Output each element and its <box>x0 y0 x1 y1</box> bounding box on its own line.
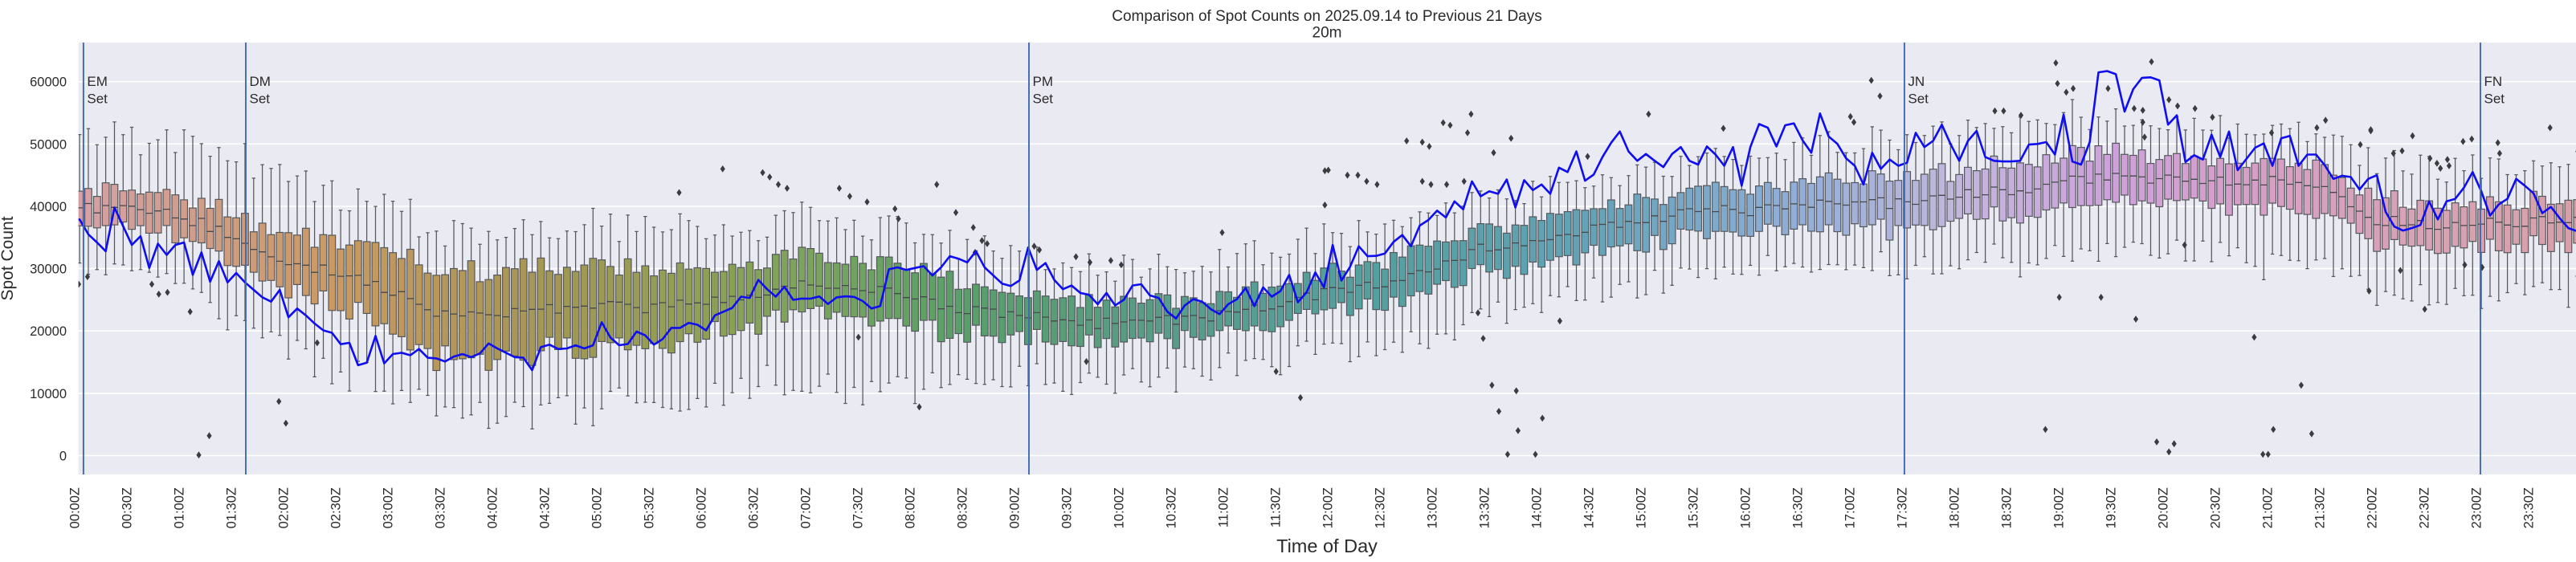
svg-text:00:00Z: 00:00Z <box>68 487 83 528</box>
svg-text:Set: Set <box>1033 91 1054 106</box>
svg-text:03:30Z: 03:30Z <box>434 487 448 528</box>
svg-text:18:00Z: 18:00Z <box>1948 487 1962 528</box>
svg-text:11:30Z: 11:30Z <box>1269 487 1284 527</box>
svg-text:15:30Z: 15:30Z <box>1687 487 1701 528</box>
svg-text:08:00Z: 08:00Z <box>904 487 918 528</box>
svg-text:23:30Z: 23:30Z <box>2522 487 2537 528</box>
svg-text:22:30Z: 22:30Z <box>2418 487 2432 528</box>
svg-text:04:00Z: 04:00Z <box>486 487 500 528</box>
svg-text:Spot Count: Spot Count <box>0 216 17 300</box>
svg-text:21:30Z: 21:30Z <box>2313 487 2328 528</box>
svg-text:0: 0 <box>59 450 67 464</box>
svg-text:Set: Set <box>1908 91 1929 106</box>
svg-text:20m: 20m <box>1312 25 1342 42</box>
svg-text:40000: 40000 <box>30 200 67 214</box>
svg-text:Set: Set <box>2484 91 2505 106</box>
svg-text:16:30Z: 16:30Z <box>1791 487 1806 528</box>
svg-text:17:30Z: 17:30Z <box>1896 487 1910 528</box>
svg-text:10:00Z: 10:00Z <box>1112 487 1127 528</box>
svg-text:09:00Z: 09:00Z <box>1008 487 1023 528</box>
svg-text:13:30Z: 13:30Z <box>1478 487 1492 528</box>
svg-text:12:30Z: 12:30Z <box>1374 487 1388 528</box>
svg-text:19:00Z: 19:00Z <box>2052 487 2067 528</box>
svg-text:Set: Set <box>87 91 108 106</box>
svg-text:06:30Z: 06:30Z <box>747 487 761 528</box>
svg-text:05:00Z: 05:00Z <box>590 487 605 528</box>
svg-text:EM: EM <box>87 74 107 89</box>
svg-text:20000: 20000 <box>30 324 67 339</box>
svg-text:50000: 50000 <box>30 137 67 152</box>
svg-text:FN: FN <box>2484 74 2503 89</box>
svg-text:01:30Z: 01:30Z <box>225 487 239 528</box>
svg-text:07:00Z: 07:00Z <box>799 487 814 528</box>
svg-text:01:00Z: 01:00Z <box>173 487 187 528</box>
svg-text:08:30Z: 08:30Z <box>956 487 970 528</box>
svg-text:05:30Z: 05:30Z <box>643 487 657 528</box>
svg-text:DM: DM <box>250 74 271 89</box>
svg-text:10:30Z: 10:30Z <box>1165 487 1179 528</box>
svg-text:JN: JN <box>1908 74 1925 89</box>
svg-text:23:00Z: 23:00Z <box>2470 487 2484 528</box>
svg-text:21:00Z: 21:00Z <box>2261 487 2276 528</box>
svg-text:22:00Z: 22:00Z <box>2366 487 2380 528</box>
svg-text:19:30Z: 19:30Z <box>2104 487 2119 528</box>
svg-text:20:30Z: 20:30Z <box>2209 487 2223 528</box>
svg-text:Set: Set <box>250 91 271 106</box>
svg-text:17:00Z: 17:00Z <box>1843 487 1858 528</box>
svg-text:12:00Z: 12:00Z <box>1321 487 1336 528</box>
svg-text:02:00Z: 02:00Z <box>277 487 292 528</box>
svg-text:13:00Z: 13:00Z <box>1426 487 1440 528</box>
svg-text:10000: 10000 <box>30 387 67 401</box>
svg-text:PM: PM <box>1033 74 1054 89</box>
svg-text:15:00Z: 15:00Z <box>1635 487 1649 528</box>
svg-text:11:00Z: 11:00Z <box>1217 487 1231 527</box>
svg-text:07:30Z: 07:30Z <box>851 487 866 528</box>
svg-text:03:00Z: 03:00Z <box>382 487 396 528</box>
svg-text:00:30Z: 00:30Z <box>120 487 135 528</box>
svg-text:09:30Z: 09:30Z <box>1060 487 1075 528</box>
svg-text:Time of Day: Time of Day <box>1276 536 1378 556</box>
svg-text:04:30Z: 04:30Z <box>538 487 553 528</box>
svg-text:30000: 30000 <box>30 263 67 277</box>
svg-text:06:00Z: 06:00Z <box>695 487 709 528</box>
svg-text:16:00Z: 16:00Z <box>1739 487 1753 528</box>
svg-text:18:30Z: 18:30Z <box>2000 487 2015 528</box>
svg-text:14:00Z: 14:00Z <box>1530 487 1545 528</box>
svg-text:Comparison of Spot Counts on 2: Comparison of Spot Counts on 2025.09.14 … <box>1112 8 1542 25</box>
svg-text:60000: 60000 <box>30 75 67 90</box>
svg-text:02:30Z: 02:30Z <box>329 487 344 528</box>
svg-text:14:30Z: 14:30Z <box>1582 487 1597 528</box>
svg-text:20:00Z: 20:00Z <box>2157 487 2171 528</box>
